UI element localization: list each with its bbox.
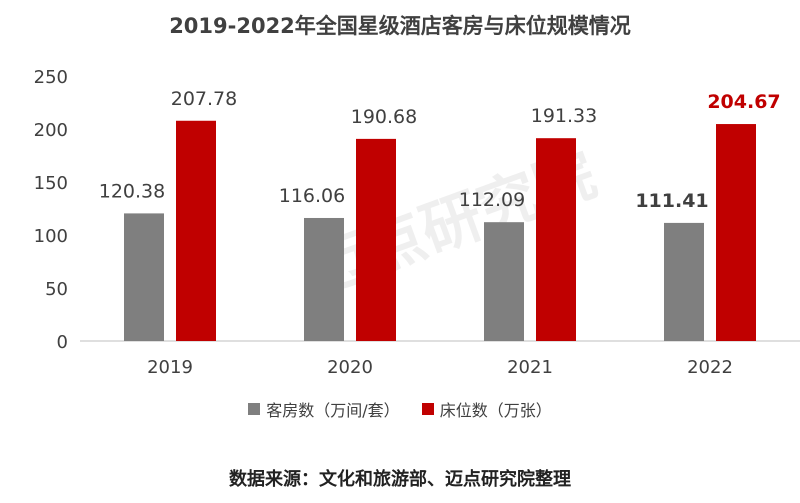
y-tick-label: 50: [45, 279, 68, 300]
bar-beds: [536, 138, 576, 341]
legend-item-rooms: 客房数（万间/套）: [248, 397, 400, 421]
data-label: 190.68: [351, 106, 417, 128]
x-tick-label: 2021: [507, 357, 553, 378]
legend-label: 床位数（万张）: [439, 401, 552, 420]
data-label: 111.41: [635, 190, 708, 212]
legend-swatch-red: [421, 403, 434, 415]
legend: 客房数（万间/套） 床位数（万张）: [0, 397, 800, 421]
chart-title: 2019-2022年全国星级酒店客房与床位规模情况: [169, 14, 631, 38]
bar-rooms: [304, 217, 344, 341]
bar-rooms: [124, 213, 164, 341]
y-tick-label: 0: [57, 332, 68, 353]
x-tick-label: 2020: [327, 357, 373, 378]
data-label: 204.67: [707, 91, 780, 113]
y-tick-label: 200: [34, 120, 68, 141]
data-label: 207.78: [171, 88, 237, 110]
bar-beds: [176, 120, 216, 341]
legend-item-beds: 床位数（万张）: [421, 397, 552, 421]
data-label: 120.38: [99, 180, 165, 202]
data-source: 数据来源：文化和旅游部、迈点研究院整理: [229, 469, 571, 490]
data-label: 116.06: [279, 185, 345, 207]
legend-swatch-gray: [248, 403, 261, 415]
y-tick-label: 100: [34, 226, 68, 247]
bar-beds: [356, 138, 396, 341]
data-label: 191.33: [531, 105, 597, 127]
y-tick-label: 250: [34, 67, 68, 88]
x-tick-label: 2019: [147, 357, 193, 378]
y-tick-label: 150: [34, 173, 68, 194]
bar-rooms: [664, 222, 704, 341]
bar-rooms: [484, 222, 524, 341]
legend-label: 客房数（万间/套）: [266, 401, 400, 420]
data-label: 112.09: [459, 189, 525, 211]
x-tick-label: 2022: [687, 357, 733, 378]
bar-chart: 0 50 100 150 200 250 2019 120.38 207.78 2020 116.0…: [34, 67, 800, 378]
bar-beds: [716, 124, 756, 341]
